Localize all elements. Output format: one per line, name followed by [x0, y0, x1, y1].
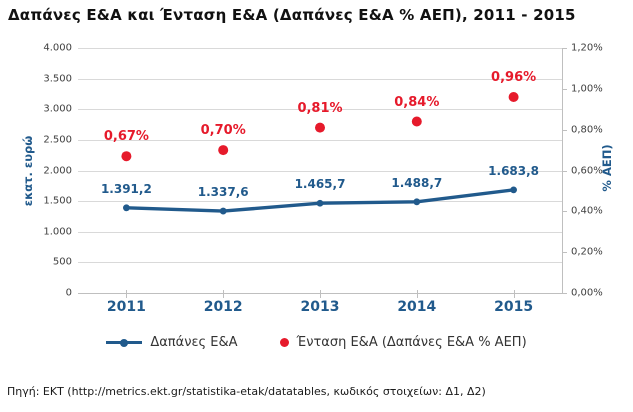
left-axis-tick-label: 3.000 [43, 103, 72, 115]
legend-label-intensity: Ένταση Ε&Α (Δαπάνες Ε&Α % ΑΕΠ) [296, 335, 527, 350]
right-axis-tick [562, 293, 567, 294]
data-point-expenditure[interactable] [219, 207, 227, 215]
left-axis-tick-label: 1.000 [43, 226, 72, 238]
gridline [78, 262, 562, 264]
right-axis-tick-label: 0,80% [571, 124, 603, 136]
legend-item-expenditure[interactable]: Δαπάνες Ε&Α [106, 335, 238, 350]
data-point-intensity[interactable] [411, 116, 422, 127]
right-axis-tick-label: 0,60% [571, 165, 603, 176]
x-axis-label: 2015 [494, 299, 534, 315]
expenditure-value-label: 1.337,6 [197, 185, 249, 200]
right-axis-tick-label: 1,00% [571, 83, 603, 95]
left-axis-tick-label: 0 [65, 287, 72, 299]
x-axis-line [78, 293, 567, 294]
legend-label-expenditure: Δαπάνες Ε&Α [150, 335, 238, 350]
line-marker-icon [106, 338, 143, 347]
chart-title: Δαπάνες Ε&Α και Ένταση Ε&Α (Δαπάνες Ε&Α … [8, 6, 576, 24]
gridline [78, 109, 562, 111]
data-point-expenditure[interactable] [123, 204, 130, 212]
right-axis-tick-label: 1,20% [571, 42, 603, 54]
x-axis-label: 2012 [203, 299, 243, 315]
gridline [78, 231, 562, 233]
left-axis-tick-label: 1.500 [43, 195, 72, 207]
x-axis-tick [320, 290, 321, 298]
expenditure-value-label: 1.488,7 [391, 175, 443, 190]
right-axis-tick [562, 252, 567, 254]
right-axis-title: % ΑΕΠ) [600, 143, 614, 192]
expenditure-value-label: 1.465,7 [294, 177, 346, 192]
x-axis-label: 2011 [106, 299, 146, 315]
left-axis-title: εκατ. ευρώ [21, 135, 35, 206]
left-axis-tick-label: 2.500 [43, 134, 72, 146]
gridline [78, 78, 562, 80]
source-note: Πηγή: ΕΚΤ (http://metrics.ekt.gr/statist… [7, 385, 486, 398]
left-axis-tick-label: 4.000 [43, 42, 72, 54]
x-axis-tick [126, 290, 128, 298]
right-axis-tick [562, 88, 567, 90]
x-axis-label: 2013 [300, 299, 340, 315]
intensity-value-label: 0,81% [297, 100, 343, 116]
left-axis-tick-label: 2.000 [43, 165, 72, 176]
right-axis-tick [562, 211, 567, 213]
legend: Δαπάνες Ε&Α Ένταση Ε&Α (Δαπάνες Ε&Α % ΑΕ… [0, 335, 633, 350]
legend-item-intensity[interactable]: Ένταση Ε&Α (Δαπάνες Ε&Α % ΑΕΠ) [279, 335, 527, 350]
left-axis-tick-label: 3.500 [43, 73, 72, 85]
gridline [78, 139, 562, 141]
gridline [78, 48, 562, 49]
right-axis-tick-label: 0,20% [571, 246, 603, 258]
right-axis-tick-label: 0,40% [571, 205, 603, 217]
right-axis-tick-label: 0,00% [571, 287, 603, 299]
x-axis-tick [223, 290, 225, 298]
dot-marker-icon [279, 338, 289, 347]
data-point-expenditure[interactable] [413, 198, 421, 206]
intensity-value-label: 0,84% [394, 94, 440, 110]
data-point-expenditure[interactable] [510, 186, 517, 194]
right-axis-tick [562, 170, 567, 172]
expenditure-value-label: 1.391,2 [100, 181, 152, 196]
data-point-intensity[interactable] [121, 151, 132, 162]
data-point-intensity[interactable] [315, 122, 325, 133]
data-point-intensity[interactable] [508, 92, 519, 102]
gridline [78, 170, 562, 172]
data-point-intensity[interactable] [218, 145, 229, 156]
x-axis-tick [513, 290, 515, 298]
right-axis-tick [562, 129, 567, 131]
intensity-value-label: 0,70% [200, 123, 246, 139]
x-axis-label: 2014 [397, 299, 437, 315]
right-axis-tick [562, 48, 567, 49]
data-point-expenditure[interactable] [316, 199, 324, 207]
intensity-value-label: 0,96% [491, 70, 537, 85]
expenditure-value-label: 1.683,8 [488, 163, 540, 178]
intensity-value-label: 0,67% [103, 129, 149, 145]
left-axis-tick-label: 500 [52, 256, 72, 268]
x-axis-tick [416, 290, 418, 298]
